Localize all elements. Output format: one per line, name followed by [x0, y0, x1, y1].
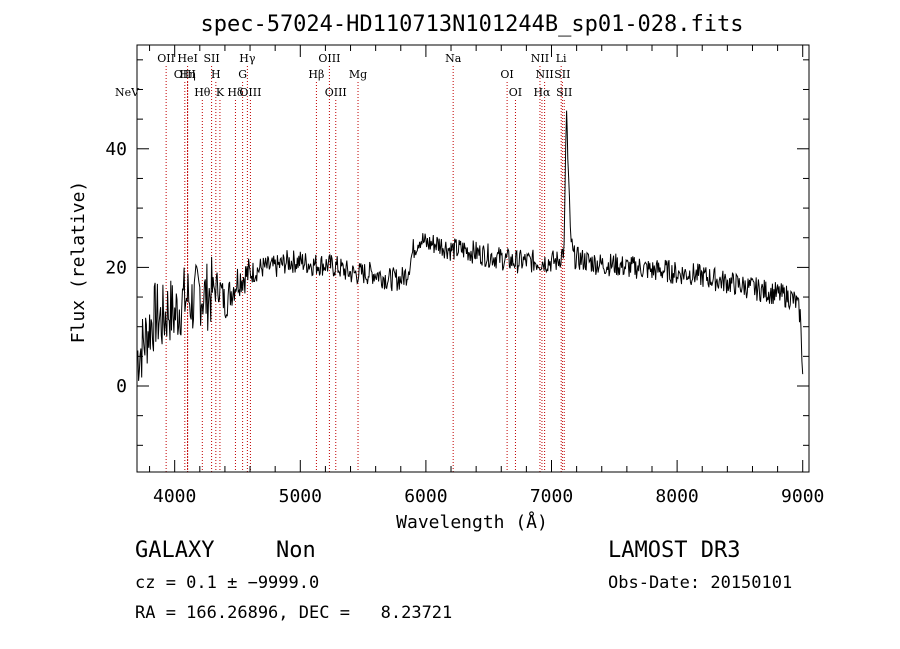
line-marker-label: OI	[500, 68, 513, 81]
object-class: GALAXY	[135, 538, 215, 563]
x-tick-label: 9000	[781, 486, 824, 507]
line-marker-label: OIII	[318, 52, 340, 65]
y-axis-ticks: 0 20 40	[105, 59, 809, 446]
survey-name: LAMOST DR3	[608, 538, 741, 563]
y-axis-label: Flux (relative)	[68, 181, 89, 344]
line-marker-label: K	[216, 86, 225, 99]
spectrum-trace	[136, 110, 804, 381]
line-marker-label: SII	[554, 68, 570, 81]
line-marker-label: NII	[531, 52, 549, 65]
x-tick-label: 5000	[279, 486, 322, 507]
y-tick-label: 20	[105, 257, 127, 278]
line-marker-label: OII	[157, 52, 175, 65]
line-marker-label: HeI	[177, 52, 197, 65]
x-tick-label: 4000	[153, 486, 196, 507]
x-tick-label: 6000	[404, 486, 447, 507]
line-marker-label: Hβ	[308, 68, 324, 81]
observation-date: Obs-Date: 20150101	[608, 573, 793, 593]
object-subclass: Non	[276, 538, 316, 563]
y-tick-label: 0	[116, 376, 127, 397]
x-axis-ticks: 4000 5000 6000 7000 8000 9000	[149, 45, 824, 507]
chart-title: spec-57024-HD110713N101244B_sp01-028.fit…	[200, 12, 743, 37]
line-marker-label: Hθ	[194, 86, 211, 99]
line-marker-label: OIII	[239, 86, 261, 99]
line-marker-label: Hη	[180, 68, 196, 81]
line-marker-label: Hγ	[239, 52, 256, 65]
line-marker-label: SII	[556, 86, 572, 99]
line-marker-label: Mg	[349, 68, 367, 81]
line-marker-label: G	[238, 68, 247, 81]
line-marker-label: Hδ	[227, 86, 244, 99]
line-marker-label: OIII	[174, 68, 196, 81]
line-marker-label: Hα	[533, 86, 551, 99]
x-axis-label: Wavelength (Å)	[396, 511, 548, 533]
line-marker-label: Na	[445, 52, 462, 65]
line-marker-label: NeV	[115, 86, 140, 99]
y-tick-label: 40	[105, 139, 127, 160]
x-tick-label: 7000	[530, 486, 573, 507]
line-marker-label: SII	[203, 52, 219, 65]
x-tick-label: 8000	[655, 486, 698, 507]
line-marker-label: Li	[556, 52, 567, 65]
coordinates-line: RA = 166.26896, DEC = 8.23721	[135, 603, 453, 623]
line-marker-label: NII	[535, 68, 553, 81]
line-marker-label: OIII	[325, 86, 347, 99]
redshift-line: cz = 0.1 ± −9999.0	[135, 573, 320, 593]
line-marker-label: H	[211, 68, 221, 81]
plot-frame	[136, 44, 810, 473]
line-marker-label: OI	[509, 86, 522, 99]
